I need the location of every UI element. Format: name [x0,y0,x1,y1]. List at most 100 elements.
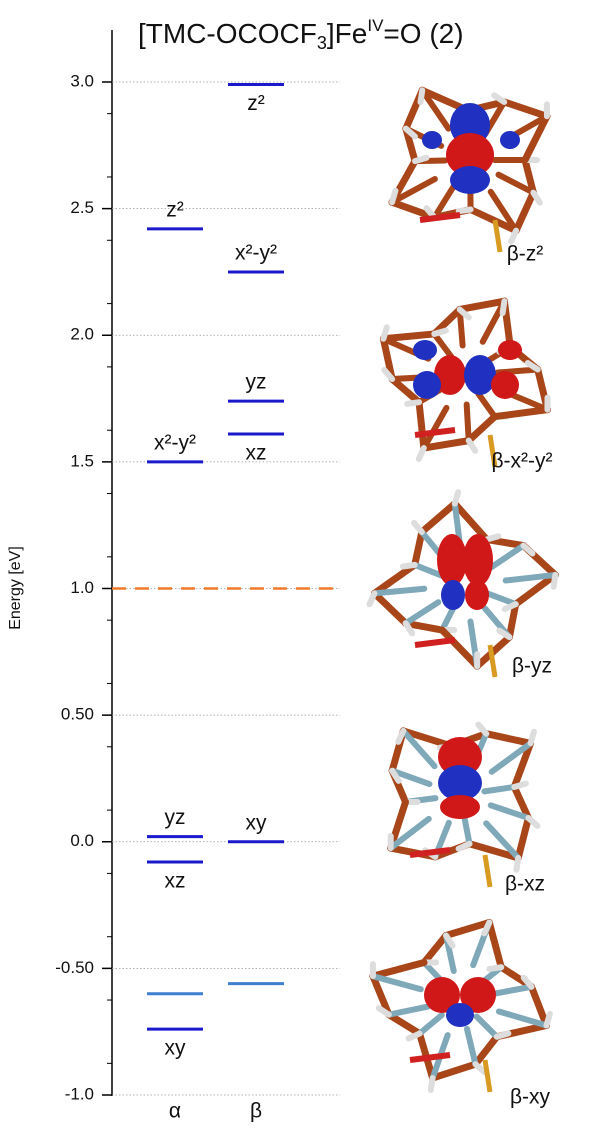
orbital-lobe [465,580,489,610]
orbital-lobe [422,131,442,149]
bond [434,334,451,357]
y-tick-label: -0.50 [55,958,94,977]
bond [533,193,539,203]
y-axis-label: Energy [eV] [7,546,24,630]
bond [392,191,395,203]
bond [516,858,518,870]
bond [531,732,534,744]
bond [389,1007,428,1015]
bond [476,1064,485,1072]
bond [410,1055,450,1060]
bond [422,504,455,532]
chart-title: [TMC-OCOCF3]FeIV=O (2) [138,16,464,52]
y-tick-label: 2.5 [70,198,94,217]
level-label: x²-y² [235,241,277,264]
chart: [TMC-OCOCF3]FeIV=O (2) Energy [eV] -1.0 -… [0,0,598,1128]
bond [478,725,486,734]
bond [489,922,501,967]
bond [434,331,446,334]
bond [383,334,434,339]
bond [489,967,501,969]
bond [369,593,374,604]
y-tick-label: 2.0 [70,325,94,344]
bond [406,602,439,623]
y-tick-label: 1.5 [70,451,94,470]
bond [486,734,530,744]
bond [495,410,548,417]
bond [374,593,405,623]
level-label: z² [247,92,265,115]
x-tick-label: β [250,1100,262,1123]
bond [467,405,469,441]
level-label: z² [166,198,184,221]
bond [424,936,446,963]
bond [469,441,475,451]
bond [383,327,386,339]
bond [491,546,523,568]
level-label: yz [246,371,267,394]
orbital-label: β-z² [507,243,544,266]
orbital-label: β-xz [505,873,545,896]
bond [487,536,499,539]
bond [546,1014,549,1026]
bond [504,102,547,116]
title-part: 3 [317,33,327,53]
bond [518,818,528,858]
bond [415,532,422,565]
bond [407,402,419,404]
level-label: yz [165,806,186,829]
bond [459,209,471,211]
orbital-label: β-yz [512,655,552,678]
title-part: ]Fe [327,18,367,49]
orbital-label: β-xy [510,1086,551,1109]
bond [492,987,531,994]
orbital-label: β-x²-y² [491,450,552,473]
bond [420,1015,442,1033]
bond [485,1060,490,1092]
bond [488,594,516,605]
bond [497,1033,509,1036]
orbital-lobe [440,795,480,819]
y-tick-label: 0.0 [70,831,94,850]
bond [503,301,505,313]
bond [514,784,526,787]
x-tick-label: α [169,1100,181,1123]
level-label: xz [246,442,267,465]
level-label: xy [165,1037,187,1060]
y-tick-label: 1.0 [70,578,94,597]
bond [464,817,469,844]
orbital-lobe [464,355,496,395]
orbital-lobe [491,371,519,399]
orbital-lobe [450,166,490,194]
title-part: [TMC-OCOCF [138,18,317,49]
bond [389,1015,420,1034]
bond [467,1029,476,1064]
orbital-lobe [498,340,522,360]
orbital-lobe [413,340,437,360]
title-part: =O (2) [383,18,463,49]
bond [419,448,424,459]
bond [455,492,458,504]
bond [373,963,424,977]
orbital-images [369,90,555,1092]
y-tick-label: -1.0 [65,1084,94,1103]
level-label: xy [246,811,268,834]
bond [523,546,532,554]
title-part: IV [367,16,384,35]
orbital-lobe [413,371,441,399]
bond [478,394,494,417]
orbital-lobe [500,131,520,149]
orbital-lobe [437,534,467,586]
bond [431,1078,433,1090]
bond [414,523,422,532]
y-tick-label: 0.50 [61,705,94,724]
bond [415,640,455,645]
bond [419,402,424,448]
bond [516,193,533,231]
level-label: xz [165,870,186,893]
orbital-lobe [441,580,465,610]
bond [421,90,423,102]
orbital-lobe [463,534,493,586]
bond [477,1017,497,1037]
bond [485,855,490,887]
